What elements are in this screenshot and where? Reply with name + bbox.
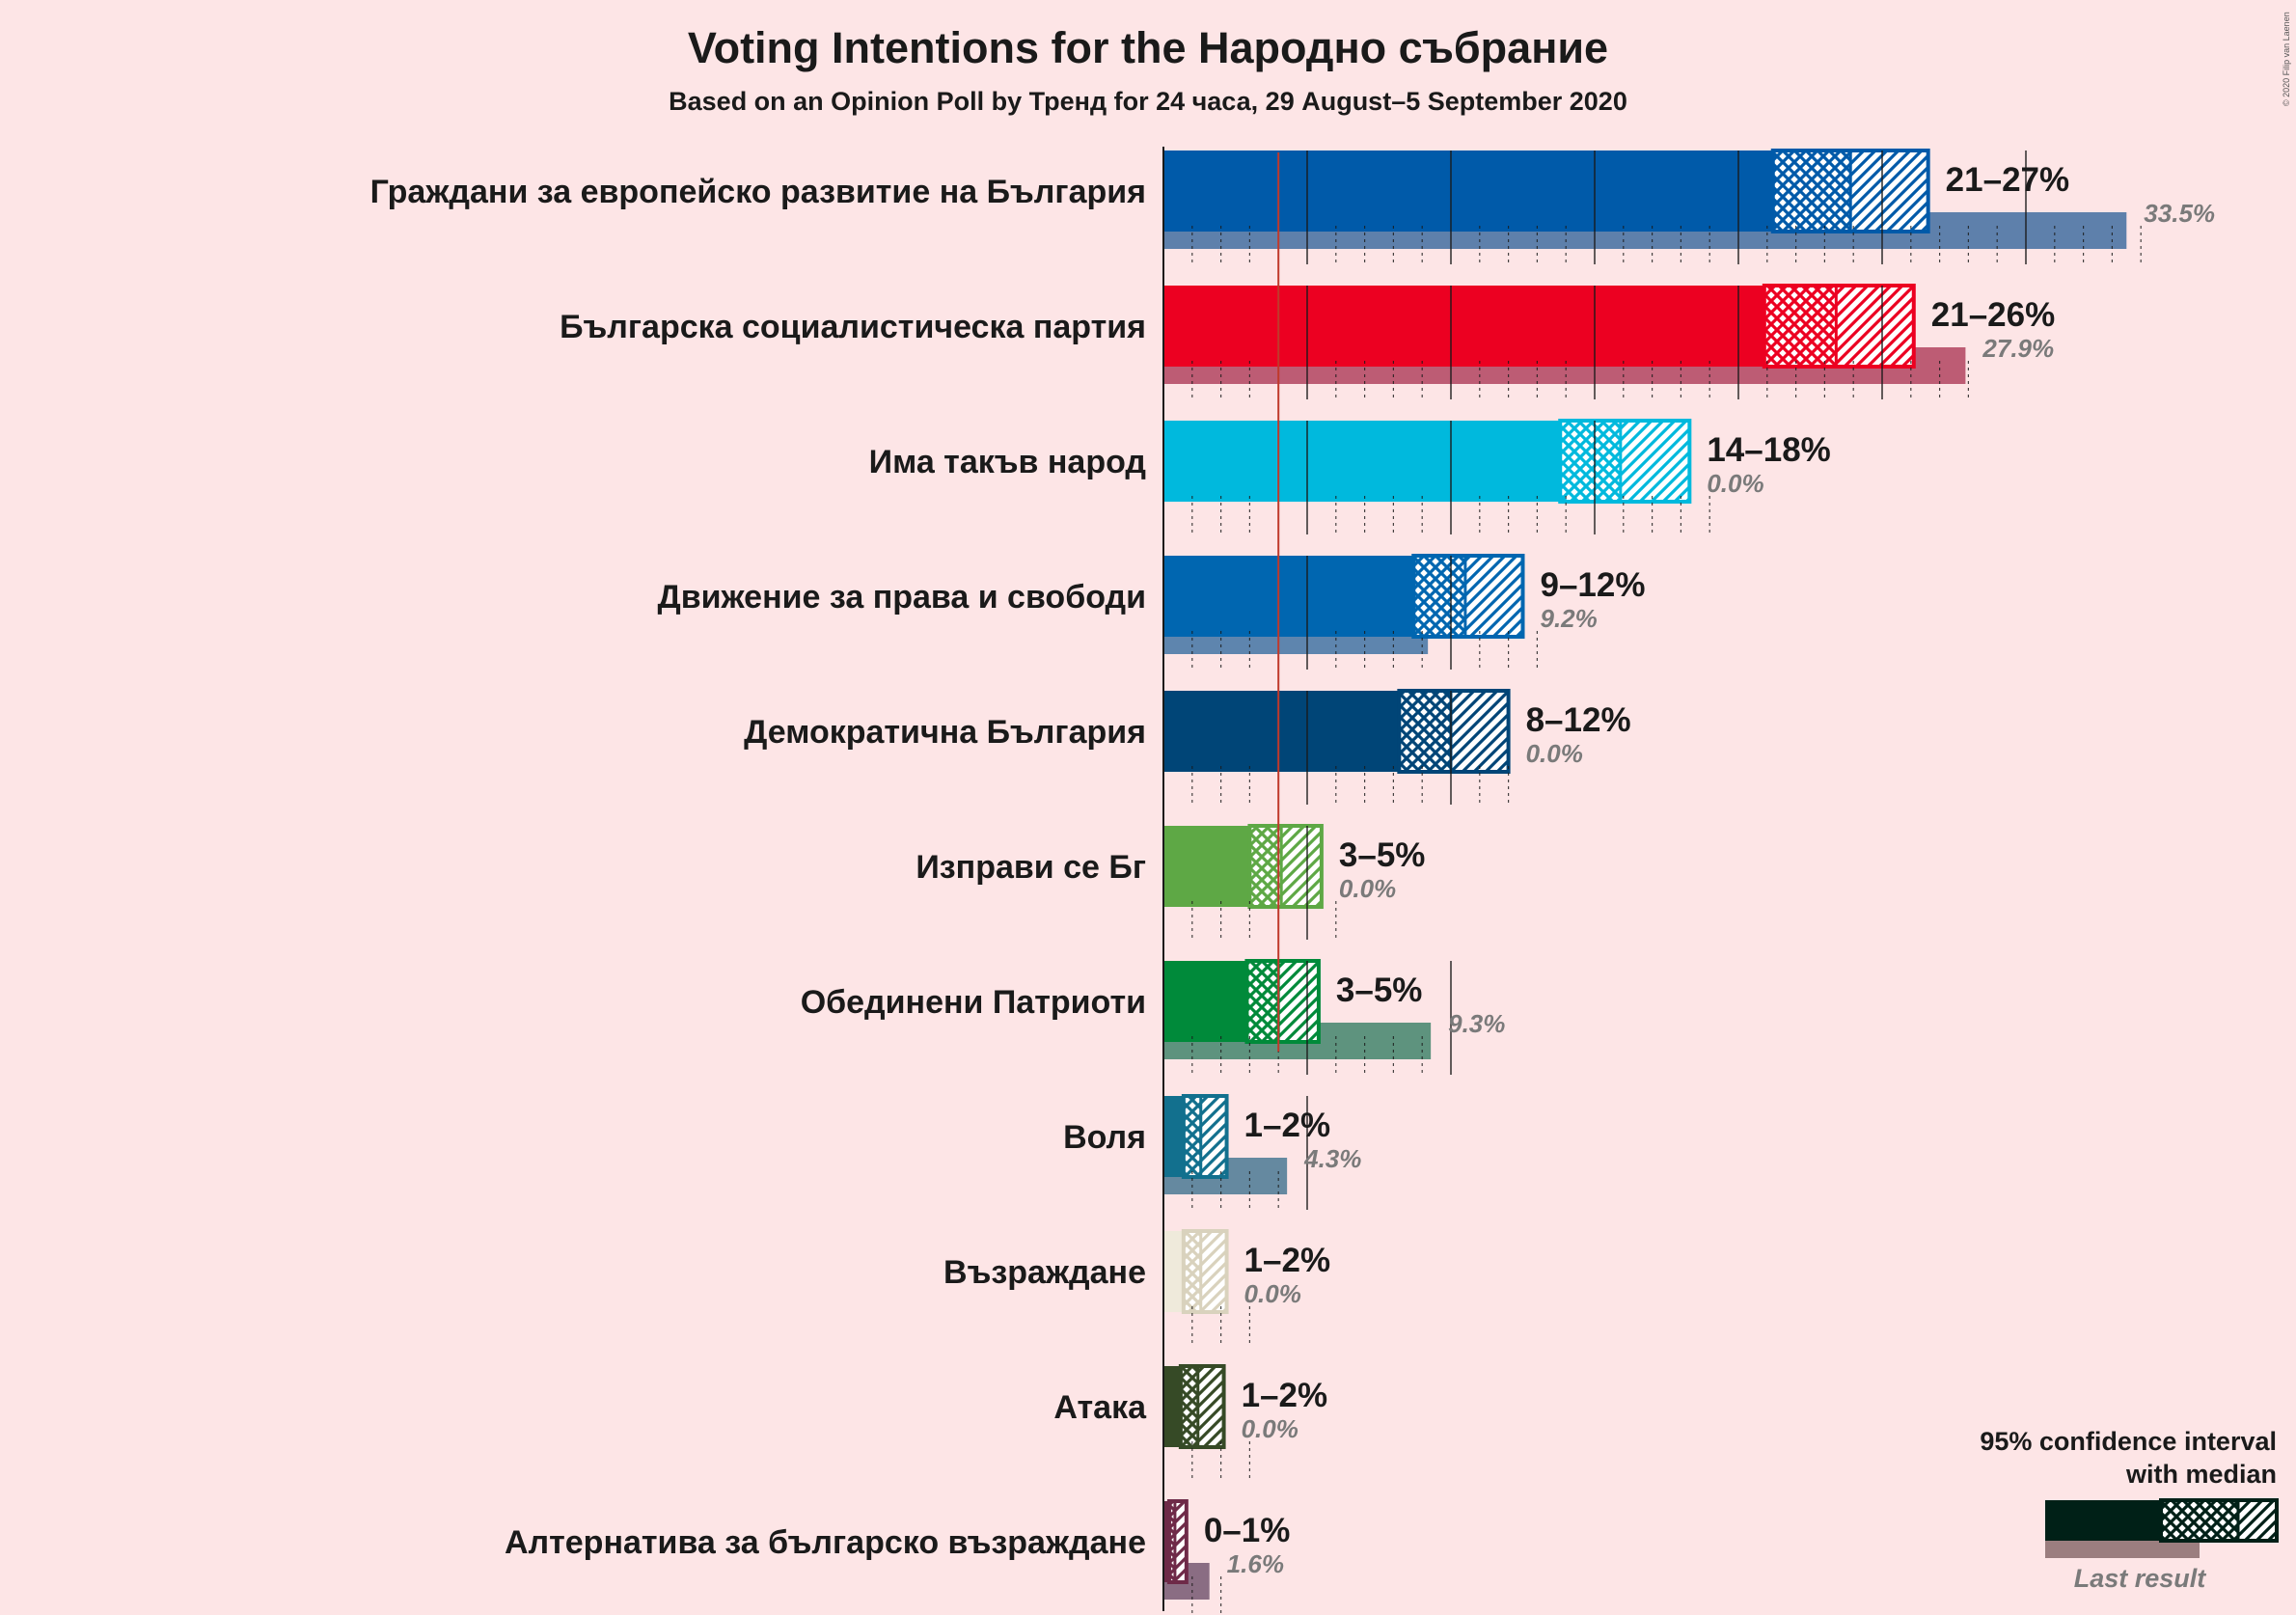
estimate-bar	[1163, 826, 1250, 907]
last-result-label: 4.3%	[1303, 1144, 1361, 1173]
range-label: 14–18%	[1707, 431, 1830, 469]
ci-outline	[1181, 1094, 1229, 1179]
estimate-bar	[1163, 961, 1247, 1042]
ci-lower-hatch	[1183, 1096, 1201, 1177]
ci-lower-hatch	[1772, 151, 1851, 232]
range-label: 3–5%	[1336, 972, 1423, 1009]
last-result-label: 0.0%	[1707, 469, 1763, 498]
estimate-bar	[1163, 151, 1773, 232]
party-label: Демократична България	[744, 714, 1146, 751]
ci-outline	[1178, 1364, 1226, 1449]
copyright-note: © 2020 Filip van Laenen	[2282, 12, 2291, 106]
ci-upper-hatch	[1836, 286, 1914, 367]
chart-title: Voting Intentions for the Народно събран…	[688, 23, 1608, 72]
party-label: Възраждане	[943, 1254, 1146, 1291]
estimate-bar	[1163, 1096, 1184, 1177]
legend-ci-outline	[2159, 1498, 2279, 1543]
party-label: Граждани за европейско развитие на Бълга…	[370, 174, 1146, 210]
ci-upper-hatch	[1200, 1096, 1227, 1177]
ci-upper-hatch	[1850, 151, 1928, 232]
party-label: Има такъв народ	[869, 444, 1146, 480]
ci-outline	[1397, 689, 1511, 774]
range-label: 9–12%	[1541, 566, 1646, 604]
ci-upper-hatch	[1200, 1231, 1227, 1312]
last-result-label: 1.6%	[1227, 1549, 1284, 1578]
last-result-label: 0.0%	[1244, 1279, 1301, 1308]
ci-outline	[1762, 284, 1916, 369]
ci-lower-hatch	[1246, 961, 1279, 1042]
range-label: 21–26%	[1931, 296, 2055, 334]
ci-outline	[1244, 959, 1321, 1044]
ci-upper-hatch	[1174, 1501, 1187, 1582]
ci-upper-hatch	[1464, 556, 1523, 637]
ci-lower-hatch	[1249, 826, 1282, 907]
estimate-bar	[1163, 421, 1561, 502]
range-label: 1–2%	[1244, 1242, 1331, 1279]
ci-upper-hatch	[1451, 691, 1509, 772]
last-result-label: 0.0%	[1339, 874, 1396, 903]
ci-lower-hatch	[1399, 691, 1451, 772]
party-label: Изправи се Бг	[916, 849, 1146, 886]
ci-lower-hatch	[1168, 1501, 1175, 1582]
legend-solid-bar	[2045, 1500, 2161, 1541]
estimate-bar	[1163, 691, 1400, 772]
legend-title-line1: 95% confidence interval	[1980, 1427, 2277, 1456]
legend-crosshatch-bar	[2161, 1500, 2238, 1541]
party-label: Атака	[1053, 1389, 1147, 1426]
ci-upper-hatch	[1620, 421, 1690, 502]
last-result-label: 0.0%	[1242, 1414, 1298, 1443]
party-label: Воля	[1063, 1119, 1146, 1156]
party-label: Българска социалистическа партия	[560, 309, 1146, 345]
last-result-label: 33.5%	[2144, 199, 2215, 228]
range-label: 3–5%	[1339, 836, 1426, 874]
range-label: 21–27%	[1946, 161, 2069, 199]
chart-subtitle: Based on an Opinion Poll by Тренд for 24…	[669, 87, 1627, 116]
ci-outline	[1247, 824, 1324, 909]
estimate-bar	[1163, 1366, 1181, 1447]
ci-outline	[1181, 1229, 1229, 1314]
range-label: 1–2%	[1242, 1377, 1328, 1414]
last-result-label: 27.9%	[1982, 334, 2054, 363]
last-result-label: 9.2%	[1541, 604, 1598, 633]
legend-title-line2: with median	[2125, 1460, 2277, 1489]
estimate-bar	[1163, 556, 1414, 637]
ci-outline	[1166, 1499, 1189, 1584]
party-label: Обединени Патриоти	[801, 984, 1146, 1021]
legend-last-result-label: Last result	[2074, 1564, 2207, 1593]
bars-layer: Граждани за европейско развитие на Бълга…	[370, 147, 2215, 1615]
legend-diagonal-bar	[2238, 1500, 2277, 1541]
range-label: 1–2%	[1244, 1107, 1331, 1144]
ci-outline	[1558, 419, 1692, 504]
estimate-bar	[1163, 286, 1764, 367]
ci-upper-hatch	[1197, 1366, 1224, 1447]
ci-upper-hatch	[1281, 826, 1322, 907]
ci-upper-hatch	[1278, 961, 1319, 1042]
ci-lower-hatch	[1763, 286, 1837, 367]
party-label: Алтернатива за българско възраждане	[505, 1524, 1146, 1561]
estimate-bar	[1163, 1231, 1184, 1312]
range-label: 0–1%	[1204, 1512, 1291, 1549]
legend: 95% confidence interval with median Last…	[1980, 1427, 2279, 1593]
ci-lower-hatch	[1183, 1231, 1201, 1312]
last-result-label: 0.0%	[1526, 739, 1583, 768]
range-label: 8–12%	[1526, 701, 1631, 739]
estimate-bar	[1163, 1501, 1169, 1582]
ci-outline	[1411, 554, 1525, 639]
ci-lower-hatch	[1180, 1366, 1198, 1447]
ci-lower-hatch	[1560, 421, 1621, 502]
party-label: Движение за права и свободи	[658, 579, 1147, 616]
ci-lower-hatch	[1413, 556, 1465, 637]
last-result-label: 9.3%	[1448, 1009, 1505, 1038]
